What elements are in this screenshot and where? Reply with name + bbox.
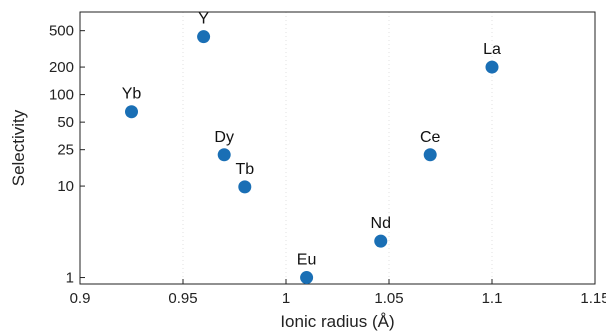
y-tick-label: 200 bbox=[49, 59, 74, 76]
data-point-la bbox=[485, 60, 499, 74]
x-tick-label: 1.15 bbox=[580, 290, 606, 307]
point-label-y: Y bbox=[198, 11, 209, 28]
point-label-nd: Nd bbox=[371, 215, 391, 232]
data-point-yb bbox=[125, 105, 138, 119]
y-tick-label: 25 bbox=[57, 142, 74, 159]
data-point-nd bbox=[374, 234, 388, 248]
x-axis: 0.9 0.95 1 1.05 1.1 1.15 bbox=[70, 279, 606, 307]
x-tick-label: 0.95 bbox=[168, 290, 197, 307]
y-tick-label: 500 bbox=[49, 23, 74, 40]
x-axis-title: Ionic radius (Å) bbox=[280, 312, 394, 331]
data-point-eu bbox=[300, 271, 314, 285]
plot-frame bbox=[79, 11, 596, 285]
point-label-eu: Eu bbox=[297, 252, 317, 269]
point-label-yb: Yb bbox=[122, 86, 142, 103]
x-tick-label: 1.1 bbox=[482, 290, 503, 307]
x-tick-label: 1 bbox=[282, 290, 290, 307]
data-point-y bbox=[197, 30, 211, 44]
point-label-la: La bbox=[483, 41, 501, 58]
y-tick-label: 1 bbox=[66, 270, 74, 287]
x-tick-label: 1.05 bbox=[374, 290, 403, 307]
y-axis: 1 10 25 50 100 200 500 bbox=[49, 23, 85, 287]
y-tick-label: 10 bbox=[57, 178, 74, 195]
grid-layer bbox=[182, 12, 493, 284]
point-label-ce: Ce bbox=[420, 129, 441, 146]
point-label-tb: Tb bbox=[235, 161, 254, 178]
data-point-dy bbox=[217, 148, 231, 162]
y-axis-title: Selectivity bbox=[9, 109, 28, 186]
x-tick-label: 0.9 bbox=[70, 290, 91, 307]
data-point-tb bbox=[238, 180, 252, 194]
point-label-dy: Dy bbox=[214, 129, 234, 146]
data-point-ce bbox=[423, 148, 437, 162]
y-tick-label: 100 bbox=[49, 87, 74, 104]
y-tick-label: 50 bbox=[57, 114, 74, 131]
